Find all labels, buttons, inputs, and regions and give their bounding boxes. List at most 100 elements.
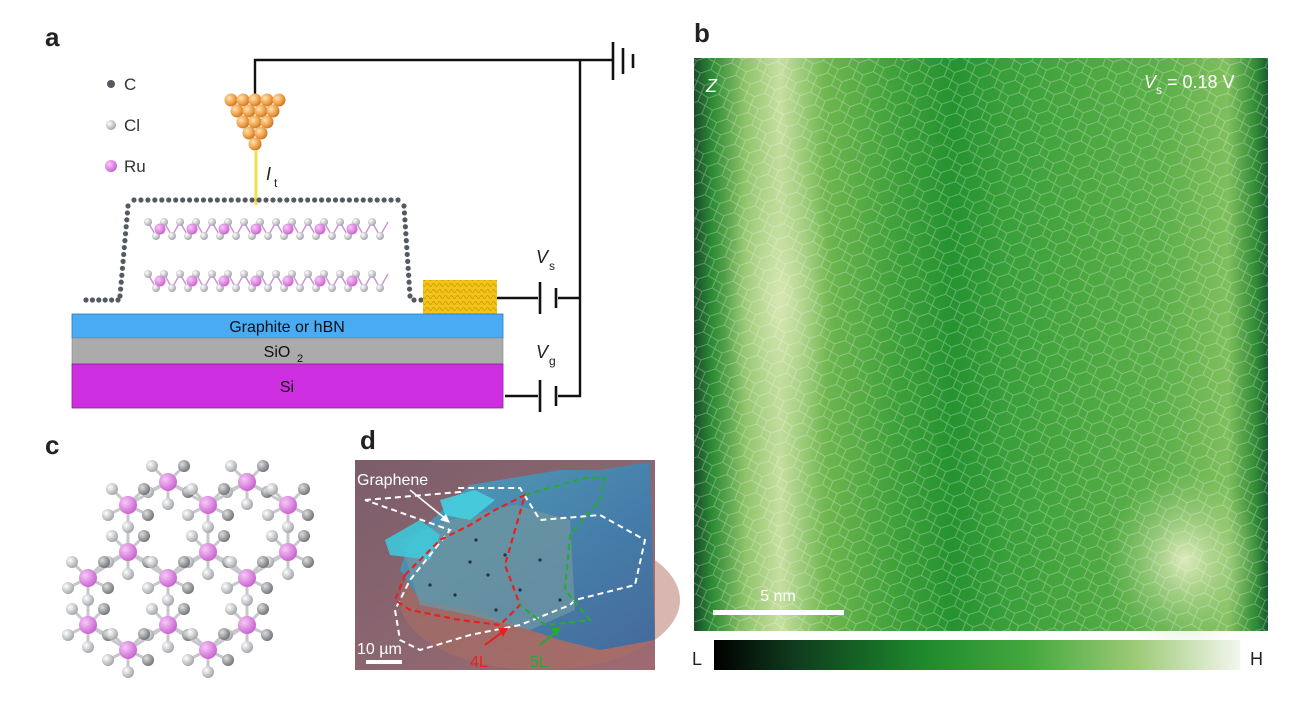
carbon-atom [353,197,359,203]
carbon-atom [115,297,121,303]
carbon-atom [404,244,410,251]
panel-label-d: d [360,425,376,455]
carbon-atom [339,197,346,203]
chlorine-atom [144,218,152,226]
ruthenium-atom [186,275,198,287]
chlorine-atom [200,232,208,240]
gold-electrode [423,280,497,314]
carbon-atom [312,197,318,203]
current-label: I [266,164,271,184]
chlorine-atom [222,509,234,521]
ruthenium-atom [119,496,137,514]
five-layer-arrowhead [551,628,561,637]
chlorine-atom [98,556,110,568]
ruthenium-atom [199,641,217,659]
gold-atom [272,93,286,107]
chlorine-atom [208,218,216,226]
vs-subscript: s [549,259,555,273]
ruthenium-atom [199,543,217,561]
gold-atom [248,137,262,151]
chlorine-atom [178,460,190,472]
carbon-atom [388,197,394,203]
ruthenium-atom [314,275,326,287]
carbon-atom [122,238,128,244]
carbon-atom [96,297,102,303]
chlorine-atom [142,582,154,594]
carbon-atom [318,197,325,203]
chlorine-atom [138,483,150,495]
chlorine-atom [62,582,74,594]
chlorine-atom [296,284,304,292]
chlorine-atom [162,594,174,606]
chlorine-atom [257,556,269,568]
stm-scalebar-label: 5 nm [760,588,796,605]
carbon-atom [207,197,214,203]
ruthenium-atom [238,473,256,491]
graphene-flake [385,520,440,560]
bias-subscript: s [1156,83,1162,97]
gold-atom [224,93,238,107]
chlorine-atom [200,284,208,292]
stm-tip-icon [224,93,286,151]
chlorine-atom [328,232,336,240]
bias-value: = 0.18 V [1162,72,1235,92]
gold-atom [230,104,244,118]
optical-scalebar [366,660,402,664]
gold-atom [254,126,268,140]
gold-atom [248,93,262,107]
chlorine-atom [202,568,214,580]
chlorine-atom [142,509,154,521]
chlorine-atom [182,509,194,521]
carbon-atom [263,197,269,203]
si-label: Si [280,379,294,396]
chlorine-atom [298,483,310,495]
chlorine-legend-icon [106,120,116,130]
five-layer-label: 5L [530,654,548,671]
graphene-arrow [409,489,448,521]
chlorine-atom [186,483,198,495]
panel-label-c: c [45,430,60,460]
chlorine-atom [146,460,158,472]
chlorine-atom [146,556,158,568]
si-layer [71,363,504,409]
graphite-hbn-layer [71,313,504,339]
chlorine-atom [178,556,190,568]
chlorine-atom [225,556,237,568]
chlorine-atom [261,629,273,641]
carbon-atom [138,197,144,203]
stm-atomic-lattice [694,58,1268,631]
ruthenium-atom [250,223,262,235]
chlorine-atom [62,629,74,641]
chlorine-atom [360,284,368,292]
carbon-atom [120,258,126,264]
carbon-atom [186,197,193,203]
chlorine-atom [162,498,174,510]
carbon-atom [249,197,255,203]
carbon-atom [119,265,126,271]
chlorine-legend-label: Cl [124,116,140,135]
carbon-atom [166,197,172,203]
chlorine-atom [241,498,253,510]
ruthenium-atom [119,543,137,561]
ruthenium-atom [279,543,297,561]
chlorine-atom [202,666,214,678]
chlorine-atom [282,568,294,580]
carbon-atom [404,251,410,258]
chlorine-atom [241,641,253,653]
carbon-atom [121,244,127,251]
chlorine-atom [102,509,114,521]
chlorine-atom [106,483,118,495]
chlorine-atom [98,603,110,615]
current-subscript: t [274,176,278,190]
chlorine-atom [266,483,278,495]
chlorine-atom [240,270,248,278]
chlorine-atom [176,270,184,278]
chlorine-atom [186,530,198,542]
carbon-atom [159,197,165,203]
carbon-atom [407,293,413,299]
sio2-subscript: 2 [297,353,303,365]
graphene-label: Graphene [357,472,428,489]
chlorine-atom [225,603,237,615]
chlorine-atom [232,232,240,240]
carbon-atom [298,197,304,203]
